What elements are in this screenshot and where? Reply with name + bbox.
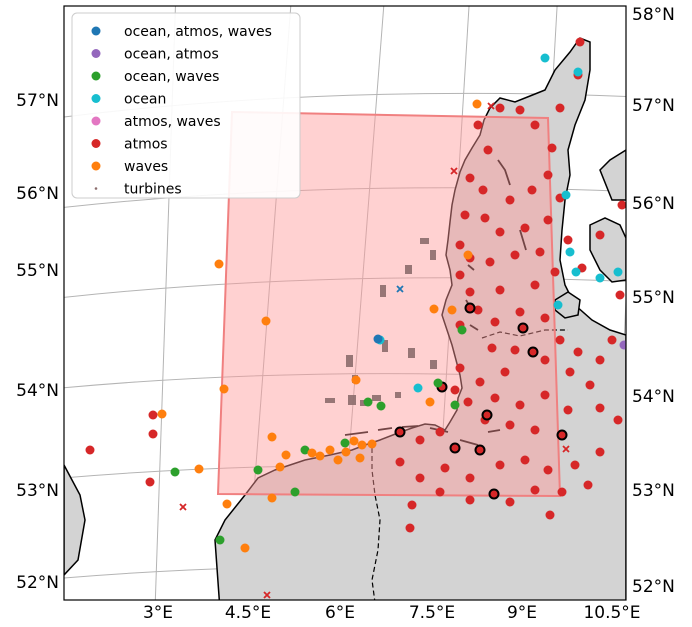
tick-label: 57°N: [632, 96, 675, 116]
atmos-stations: [85, 37, 626, 533]
country-border: [371, 329, 568, 600]
tick-label: 10.5°E: [583, 603, 640, 623]
legend-marker: [94, 187, 98, 190]
legend-label: waves: [124, 159, 168, 175]
tick-label: 53°N: [632, 481, 675, 501]
legend-label: turbines: [124, 182, 182, 198]
map-area: [64, 6, 626, 600]
x-marker-blue: [396, 285, 404, 293]
tick-label: 6°E: [325, 603, 355, 623]
legend-marker: [91, 116, 101, 126]
tick-label: 53°N: [16, 481, 59, 501]
legend: ocean, atmos, waves ocean, atmos ocean, wa…: [71, 12, 301, 199]
legend-marker: [91, 94, 101, 103]
tick-label: 4.5°E: [225, 603, 271, 623]
atmos-stations-highlighted: [394, 302, 568, 500]
ocean-atmos-waves-stations: [373, 334, 383, 344]
uk-coast: [64, 464, 86, 577]
tick-label: 54°N: [632, 387, 675, 407]
tick-label: 55°N: [16, 261, 59, 281]
legend-label: ocean, waves: [124, 69, 219, 85]
tick-label: 9°E: [507, 603, 537, 623]
tick-label: 3°E: [143, 603, 173, 623]
legend-marker: [91, 26, 101, 36]
tick-label: 57°N: [16, 91, 59, 111]
sweden-tip: [599, 149, 626, 201]
station-markers: [85, 37, 626, 599]
tick-label: 54°N: [16, 381, 59, 401]
tick-label: 52°N: [632, 577, 675, 597]
legend-marker: [91, 139, 101, 148]
ocean-atmos-stations: [619, 340, 626, 350]
map-frame: [63, 5, 627, 601]
ocean-waves-stations: [170, 325, 467, 545]
legend-label: ocean, atmos, waves: [124, 24, 272, 40]
tick-label: 52°N: [16, 573, 59, 593]
tick-label: 56°N: [16, 184, 59, 204]
tick-label: 56°N: [632, 194, 675, 214]
legend-marker: [91, 49, 101, 58]
tick-label: 7.5°E: [409, 603, 455, 623]
waves-stations: [157, 99, 482, 553]
legend-marker: [91, 161, 101, 171]
legend-label: ocean, atmos: [124, 47, 219, 63]
x-markers: [179, 102, 570, 599]
legend-label: ocean: [124, 92, 166, 108]
tick-label: 55°N: [632, 288, 675, 308]
legend-label: atmos, waves: [124, 114, 221, 130]
legend-label: atmos: [124, 137, 168, 153]
legend-marker: [91, 71, 101, 81]
tick-labels: 57°N 56°N 55°N 54°N 53°N 52°N 58°N 57°N 56°N 55°N…: [16, 5, 675, 623]
tick-label: 58°N: [632, 5, 675, 25]
